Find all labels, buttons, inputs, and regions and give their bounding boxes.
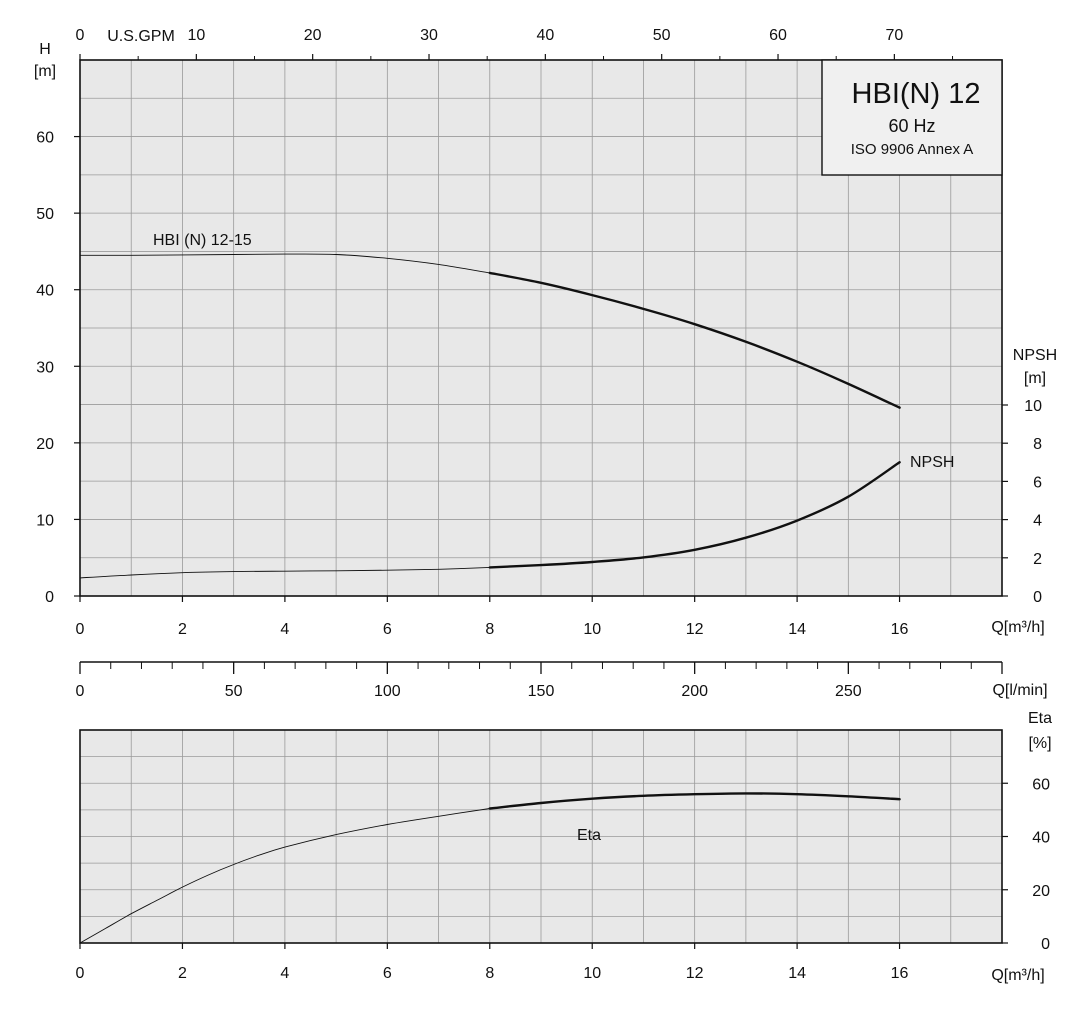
left-axis-label: H [39, 41, 51, 58]
eta-bottom-axis-label: Q[m³/h] [991, 967, 1044, 984]
top-tick-label: 50 [653, 27, 671, 44]
eta-x-tick-label: 14 [788, 965, 806, 982]
bottom-axis-label: Q[m³/h] [991, 619, 1044, 636]
x-tick-label: 8 [485, 621, 494, 638]
eta-curves [79, 792, 901, 944]
head-npsh-grid [80, 60, 1002, 596]
x-tick-label: 0 [76, 621, 85, 638]
top-tick-label: 0 [76, 27, 85, 44]
head-npsh-ticks: 0 2 4 6 8 10 12 14 16 0 10 20 30 40 50 60 0 2 4 6 8 10 0 10 20 30… [36, 27, 1042, 638]
lmin-tick-label: 50 [225, 683, 243, 700]
x-tick-label: 16 [891, 621, 909, 638]
head-npsh-plot-frame [79, 59, 1003, 597]
top-tick-label: 10 [187, 27, 205, 44]
lmin-tick-label: 100 [374, 683, 401, 700]
x-tick-label: 10 [583, 621, 601, 638]
npsh-curve-thin [79, 566, 490, 579]
x-tick-label: 6 [383, 621, 392, 638]
top-tick-label: 70 [885, 27, 903, 44]
y-tick-label-left: 20 [36, 436, 54, 453]
lmin-axis: 0 50 100 150 200 250 Q[l/min] [76, 661, 1048, 700]
eta-y-tick-label: 0 [1041, 936, 1050, 953]
eta-x-tick-label: 2 [178, 965, 187, 982]
eta-curve-thin [79, 808, 490, 944]
left-axis-unit: [m] [34, 63, 56, 80]
chart-subtitle: 60 Hz [888, 116, 935, 136]
y-tick-label-right: 10 [1024, 398, 1042, 415]
y-tick-label-left: 50 [36, 206, 54, 223]
y-tick-label-left: 60 [36, 130, 54, 147]
y-tick-label-right: 8 [1033, 436, 1042, 453]
head-curve-thin [79, 253, 490, 274]
y-tick-label-right: 6 [1033, 474, 1042, 491]
eta-x-tick-label: 4 [280, 965, 289, 982]
top-tick-label: 30 [420, 27, 438, 44]
x-tick-label: 2 [178, 621, 187, 638]
eta-x-tick-label: 12 [686, 965, 704, 982]
y-tick-label-left: 10 [36, 512, 54, 529]
npsh-curve-bold [488, 461, 901, 569]
eta-x-tick-label: 10 [583, 965, 601, 982]
eta-curve-bold [488, 792, 901, 810]
y-tick-label-right: 0 [1033, 589, 1042, 606]
head-curve-label: HBI (N) 12-15 [153, 232, 252, 249]
eta-ticks: 0 2 4 6 8 10 12 14 16 0 20 40 60 [76, 776, 1051, 982]
top-tick-label: 20 [304, 27, 322, 44]
lmin-tick-label: 150 [528, 683, 555, 700]
lmin-tick-label: 200 [681, 683, 708, 700]
eta-x-tick-label: 0 [76, 965, 85, 982]
y-tick-label-right: 4 [1033, 513, 1042, 530]
eta-x-tick-label: 8 [485, 965, 494, 982]
top-tick-label: 60 [769, 27, 787, 44]
eta-grid [80, 730, 1002, 943]
top-axis-label: U.S.GPM [107, 28, 175, 45]
eta-x-tick-label: 16 [891, 965, 909, 982]
eta-axis-unit: [%] [1028, 735, 1051, 752]
y-tick-label-left: 0 [45, 589, 54, 606]
head-npsh-panel: 0 2 4 6 8 10 12 14 16 0 10 20 30 40 50 60 0 2 4 6 8 10 0 10 20 30… [34, 27, 1057, 638]
x-tick-label: 12 [686, 621, 704, 638]
chart-title: HBI(N) 12 [852, 78, 981, 110]
right-axis-unit: [m] [1024, 370, 1046, 387]
eta-panel: 0 2 4 6 8 10 12 14 16 0 20 40 60 Eta [%] Q[m³/h] Eta [76, 710, 1053, 984]
eta-axis-label: Eta [1028, 710, 1052, 727]
y-tick-label-left: 30 [36, 359, 54, 376]
right-axis-label: NPSH [1013, 347, 1057, 364]
top-tick-label: 40 [536, 27, 554, 44]
y-tick-label-left: 40 [36, 283, 54, 300]
head-curve-bold [488, 271, 901, 409]
x-tick-label: 14 [788, 621, 806, 638]
lmin-axis-label: Q[l/min] [992, 682, 1047, 699]
chart-standard: ISO 9906 Annex A [851, 141, 974, 158]
eta-curve-label: Eta [577, 827, 601, 844]
eta-y-tick-label: 60 [1032, 776, 1050, 793]
lmin-tick-label: 250 [835, 683, 862, 700]
head-npsh-curves [79, 253, 901, 579]
eta-y-tick-label: 20 [1032, 883, 1050, 900]
lmin-tick-label: 0 [76, 683, 85, 700]
x-tick-label: 4 [280, 621, 289, 638]
npsh-curve-label: NPSH [910, 454, 954, 471]
eta-x-tick-label: 6 [383, 965, 392, 982]
title-box [821, 59, 1003, 176]
eta-y-tick-label: 40 [1032, 830, 1050, 847]
y-tick-label-right: 2 [1033, 551, 1042, 568]
lmin-ticks: 0 50 100 150 200 250 [76, 662, 1003, 700]
